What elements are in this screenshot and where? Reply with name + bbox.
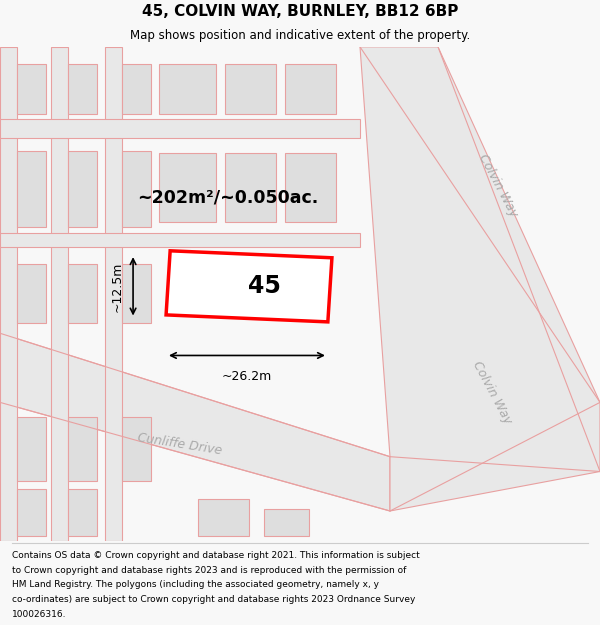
Text: ~202m²/~0.050ac.: ~202m²/~0.050ac. — [137, 189, 319, 206]
Text: Cunliffe Drive: Cunliffe Drive — [137, 431, 223, 457]
Bar — [17, 64, 46, 114]
Bar — [122, 64, 151, 114]
Polygon shape — [360, 47, 600, 511]
Text: to Crown copyright and database rights 2023 and is reproduced with the permissio: to Crown copyright and database rights 2… — [12, 566, 406, 574]
Text: Map shows position and indicative extent of the property.: Map shows position and indicative extent… — [130, 29, 470, 42]
Bar — [68, 264, 97, 323]
Bar — [17, 489, 46, 536]
Text: ~12.5m: ~12.5m — [111, 261, 124, 311]
Bar — [0, 119, 360, 138]
Bar — [159, 64, 216, 114]
Text: 45, COLVIN WAY, BURNLEY, BB12 6BP: 45, COLVIN WAY, BURNLEY, BB12 6BP — [142, 4, 458, 19]
Bar — [17, 264, 46, 323]
Bar — [285, 64, 336, 114]
Text: HM Land Registry. The polygons (including the associated geometry, namely x, y: HM Land Registry. The polygons (includin… — [12, 580, 379, 589]
Bar — [0, 47, 17, 541]
Bar — [159, 153, 216, 222]
Text: ~26.2m: ~26.2m — [222, 370, 272, 383]
Bar — [17, 151, 46, 227]
Bar — [17, 418, 46, 481]
Bar — [51, 47, 68, 541]
Bar — [198, 499, 249, 536]
Bar — [68, 151, 97, 227]
Bar — [122, 418, 151, 481]
Text: 100026316.: 100026316. — [12, 610, 67, 619]
Bar — [264, 509, 309, 536]
Text: 45: 45 — [248, 274, 280, 298]
Text: Colvin Way: Colvin Way — [476, 151, 520, 219]
Polygon shape — [166, 251, 332, 322]
Text: Contains OS data © Crown copyright and database right 2021. This information is : Contains OS data © Crown copyright and d… — [12, 551, 420, 560]
Bar — [105, 47, 122, 541]
Text: Colvin Way: Colvin Way — [470, 359, 514, 426]
Bar — [122, 151, 151, 227]
Bar — [225, 64, 276, 114]
Bar — [68, 418, 97, 481]
Bar — [122, 264, 151, 323]
Bar — [285, 153, 336, 222]
Bar — [0, 233, 360, 247]
Bar — [68, 489, 97, 536]
Bar — [225, 153, 276, 222]
Text: co-ordinates) are subject to Crown copyright and database rights 2023 Ordnance S: co-ordinates) are subject to Crown copyr… — [12, 595, 415, 604]
Polygon shape — [0, 333, 390, 511]
Bar — [68, 64, 97, 114]
